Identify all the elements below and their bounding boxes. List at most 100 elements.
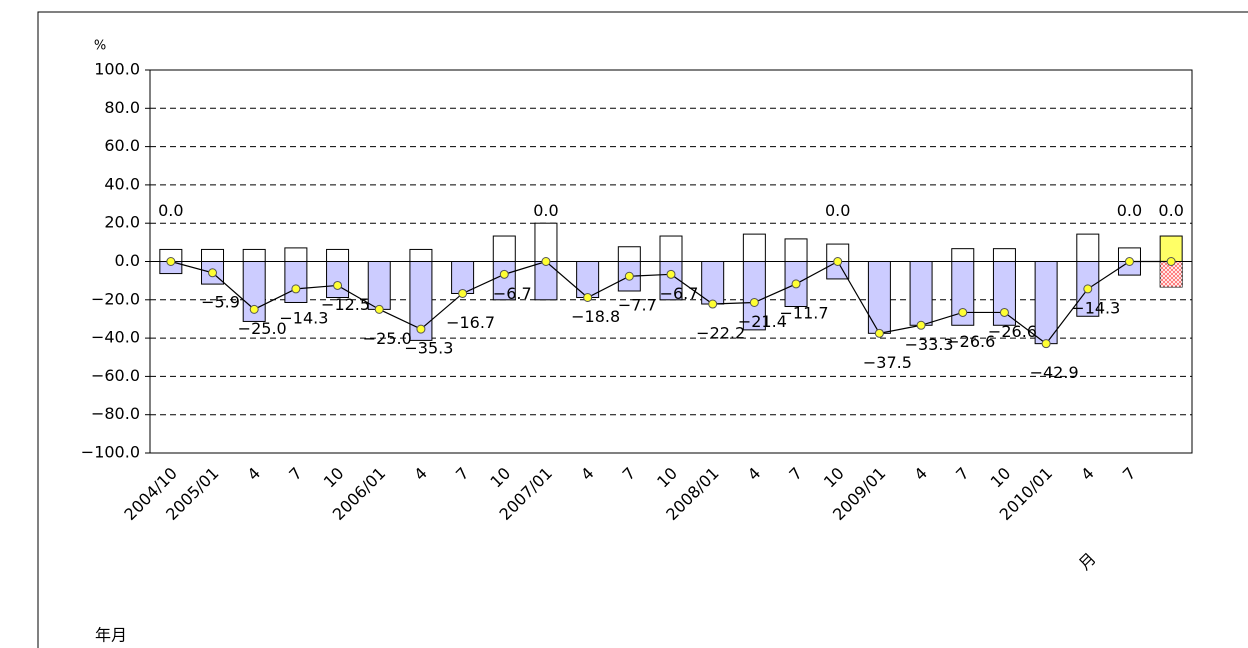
data-label: −25.0 xyxy=(238,319,287,338)
line-marker xyxy=(499,269,509,279)
bar xyxy=(367,261,391,310)
y-tick-label: −40.0 xyxy=(91,328,140,347)
x-tick-label: 7 xyxy=(619,464,640,485)
x-tick-label: 7 xyxy=(1119,464,1140,485)
y-tick-label: −60.0 xyxy=(91,366,140,385)
x-tick-label: 4 xyxy=(1077,464,1098,485)
y-tick-label: 100.0 xyxy=(94,60,140,79)
bar xyxy=(784,238,808,262)
line-marker xyxy=(1041,339,1051,349)
line-marker xyxy=(291,284,301,294)
y-tick-label: −20.0 xyxy=(91,289,140,308)
data-label: −21.4 xyxy=(738,312,787,331)
data-label: 0.0 xyxy=(825,201,850,220)
data-label: −37.5 xyxy=(863,353,912,372)
line-marker xyxy=(916,320,926,330)
bar xyxy=(951,248,975,262)
bar xyxy=(534,222,558,262)
data-label: −12.5 xyxy=(321,295,370,314)
bar xyxy=(326,248,350,263)
bar xyxy=(534,261,558,301)
data-label: −16.7 xyxy=(446,313,495,332)
data-label: −33.3 xyxy=(905,335,954,354)
y-tick-label: 20.0 xyxy=(104,213,140,232)
data-label: −6.7 xyxy=(493,284,532,303)
line-marker xyxy=(541,257,551,266)
bar xyxy=(659,235,683,263)
bar xyxy=(284,247,308,263)
chart-border xyxy=(37,11,1248,648)
data-label: 0.0 xyxy=(1158,201,1183,220)
bar xyxy=(1076,233,1100,262)
x-tick-label: 7 xyxy=(285,464,306,485)
x-axis-label: 年月 xyxy=(95,626,127,645)
data-label: −35.3 xyxy=(404,339,453,358)
data-label: −26.6 xyxy=(988,322,1037,341)
line-marker xyxy=(833,257,843,266)
data-label: −6.7 xyxy=(660,284,699,303)
line-marker xyxy=(999,307,1009,317)
x-tick-label: 7 xyxy=(785,464,806,485)
x-tick-label: 4 xyxy=(410,464,431,485)
bar xyxy=(409,248,433,263)
data-label: −22.2 xyxy=(696,324,745,343)
line-marker xyxy=(458,288,468,298)
y-tick-label: 0.0 xyxy=(115,251,140,270)
bar xyxy=(617,246,641,263)
bar xyxy=(576,261,600,299)
line-marker xyxy=(749,297,759,307)
line-marker xyxy=(624,271,634,281)
y-tick-label: −80.0 xyxy=(91,404,140,423)
x-tick-label: 10 xyxy=(486,464,514,492)
line-marker xyxy=(791,279,801,289)
y-tick-label: 60.0 xyxy=(104,136,140,155)
data-label: 0.0 xyxy=(533,201,558,220)
bar xyxy=(451,261,475,294)
y-tick-label: −100.0 xyxy=(81,443,140,462)
x-tick-label: 10 xyxy=(820,464,848,492)
line-marker xyxy=(249,304,259,314)
data-label: −26.6 xyxy=(946,332,995,351)
bar xyxy=(201,248,225,263)
data-label: 0.0 xyxy=(158,201,183,220)
data-label: −7.7 xyxy=(618,296,657,315)
line-marker xyxy=(583,293,593,303)
line-marker xyxy=(333,280,343,290)
line-marker xyxy=(874,328,884,338)
data-label: −42.9 xyxy=(1030,363,1079,382)
line-marker xyxy=(166,257,176,266)
bar xyxy=(992,248,1016,262)
bar xyxy=(492,235,516,263)
data-label: 0.0 xyxy=(1117,201,1142,220)
data-label: −5.9 xyxy=(201,292,240,311)
line-marker xyxy=(374,304,384,314)
x-tick-label: 7 xyxy=(452,464,473,485)
y-tick-label: 80.0 xyxy=(104,98,140,117)
x-tick-label: 4 xyxy=(910,464,931,485)
x-tick-label: 7 xyxy=(952,464,973,485)
data-label: −25.0 xyxy=(363,329,412,348)
x-tick-label: 10 xyxy=(320,464,348,492)
bar xyxy=(867,261,891,334)
data-label: −18.8 xyxy=(571,307,620,326)
bar xyxy=(242,248,266,263)
x-tick-label: 4 xyxy=(744,464,765,485)
bar xyxy=(909,261,933,326)
line-marker xyxy=(708,299,718,309)
x-tick-label: 4 xyxy=(577,464,598,485)
x-tick-label: 10 xyxy=(653,464,681,492)
line-marker xyxy=(416,324,426,334)
x-tick-label: 4 xyxy=(244,464,265,485)
data-label: −11.7 xyxy=(780,303,829,322)
y-unit: % xyxy=(94,39,106,54)
line-marker xyxy=(1166,257,1176,266)
x-tick-label: 10 xyxy=(987,464,1015,492)
bar xyxy=(701,261,725,305)
data-label: −14.3 xyxy=(279,308,328,327)
line-marker xyxy=(958,307,968,317)
line-marker xyxy=(666,269,676,279)
bar-hatch xyxy=(1160,261,1183,287)
bar xyxy=(1034,261,1058,345)
data-label: −14.3 xyxy=(1071,298,1120,317)
